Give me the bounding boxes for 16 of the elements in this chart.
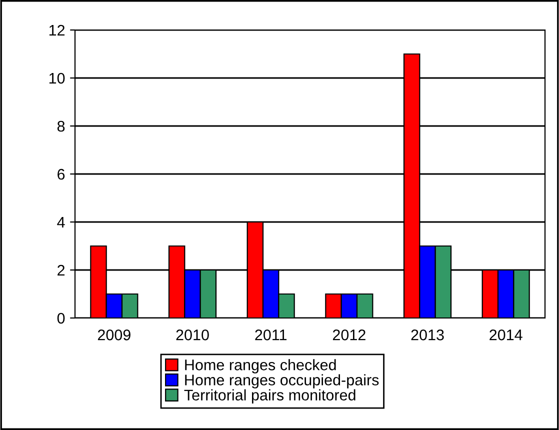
x-tick-label: 2014 [490,330,522,340]
x-tick-label: 2013 [411,330,444,340]
x-tick-label: 2012 [332,330,366,340]
y-tick-label: 4 [57,217,65,228]
x-tick-label: 2010 [176,330,209,340]
legend-label: Home ranges checked [185,359,336,374]
y-tick-label: 0 [57,312,65,324]
x-tick-label: 2009 [98,330,130,340]
legend-label: Territorial pairs monitored [184,389,356,404]
y-tick-label: 2 [58,264,65,276]
y-tick-label: 12 [49,24,65,36]
x-tick-label: 2011 [255,330,287,340]
y-tick-label: 10 [49,72,65,84]
legend-label: Home ranges occupied-pairs [185,374,379,388]
y-tick-label: 6 [58,168,65,180]
y-tick-label: 8 [57,120,65,132]
